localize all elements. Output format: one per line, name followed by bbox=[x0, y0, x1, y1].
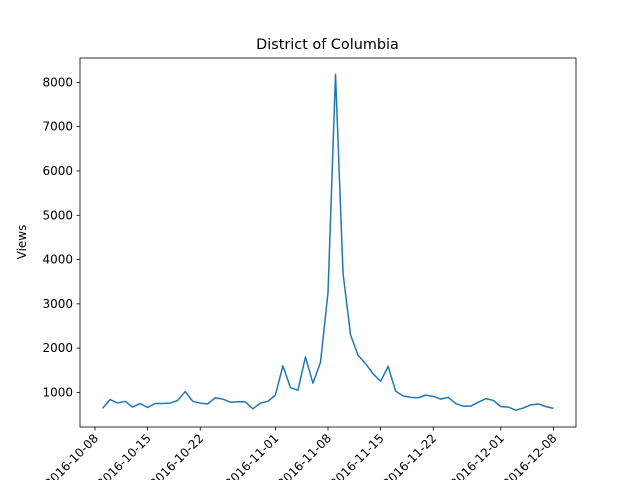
y-tick-label: 3000 bbox=[42, 297, 73, 311]
plot-frame bbox=[79, 57, 577, 428]
y-tick-label: 4000 bbox=[42, 253, 73, 267]
chart-title: District of Columbia bbox=[256, 37, 399, 53]
y-tick-label: 1000 bbox=[42, 385, 73, 399]
y-tick-label: 6000 bbox=[42, 164, 73, 178]
line-series bbox=[101, 73, 554, 411]
y-tick-label: 7000 bbox=[42, 120, 73, 134]
y-tick-label: 8000 bbox=[42, 75, 73, 89]
y-axis-label: Views bbox=[15, 225, 29, 260]
y-tick-label: 2000 bbox=[42, 341, 73, 355]
y-tick-label: 5000 bbox=[42, 208, 73, 222]
